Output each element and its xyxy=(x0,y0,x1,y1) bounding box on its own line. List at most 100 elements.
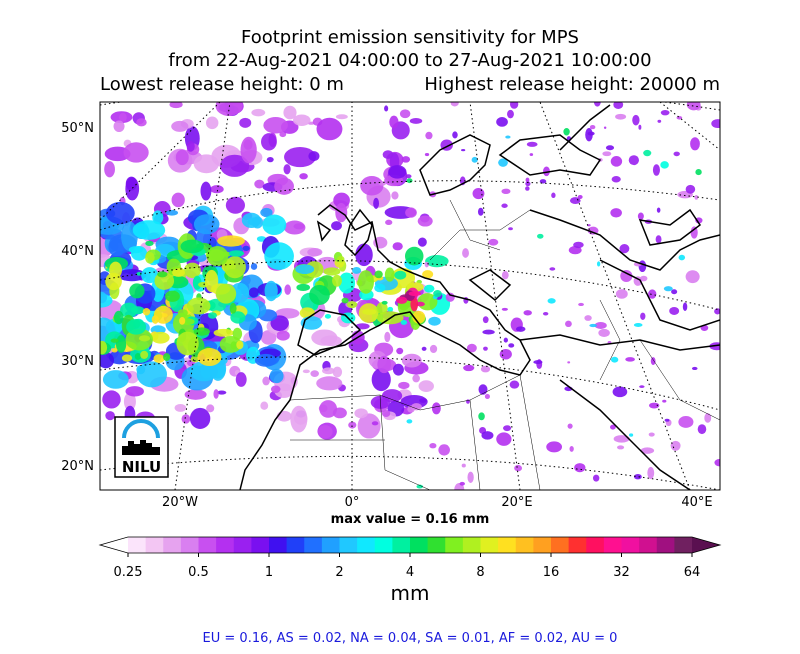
field-blob xyxy=(120,302,138,318)
field-blob xyxy=(384,331,391,343)
field-blob xyxy=(371,368,391,392)
field-blob xyxy=(264,242,294,270)
field-blob xyxy=(472,187,485,200)
colorbar-segment xyxy=(498,537,517,553)
field-blob xyxy=(152,210,164,225)
field-blob xyxy=(660,109,670,116)
field-blob xyxy=(412,374,420,383)
field-blob xyxy=(205,116,219,130)
field-blob xyxy=(100,291,107,304)
field-blob xyxy=(509,102,519,109)
field-blob xyxy=(399,109,411,119)
field-blob xyxy=(284,284,292,295)
field-blob xyxy=(697,424,707,435)
field-blob xyxy=(526,141,538,147)
field-blob xyxy=(525,181,531,187)
field-blob xyxy=(388,165,407,179)
field-blob xyxy=(136,272,142,276)
field-blob xyxy=(360,175,384,196)
field-blob xyxy=(337,255,345,263)
field-blob xyxy=(525,177,530,183)
field-blob xyxy=(381,300,388,305)
colorbar-segment xyxy=(128,537,147,553)
field-blob xyxy=(462,248,469,258)
field-blob xyxy=(671,289,678,295)
colorbar-tick-label: 1 xyxy=(265,565,273,580)
field-blob xyxy=(515,326,526,332)
field-blob xyxy=(501,188,511,195)
field-blob xyxy=(463,364,475,372)
field-blob xyxy=(619,243,630,254)
field-blob xyxy=(578,302,584,307)
field-blob xyxy=(121,354,133,362)
field-blob xyxy=(261,133,277,151)
field-blob xyxy=(404,246,424,266)
field-blob xyxy=(633,474,642,480)
lat-label: 20°N xyxy=(61,459,94,474)
field-blob xyxy=(248,287,259,298)
field-blob xyxy=(374,283,386,293)
field-blob xyxy=(565,320,572,328)
field-blob xyxy=(171,120,189,132)
field-blob xyxy=(206,404,215,413)
field-blob xyxy=(694,195,699,200)
field-blob xyxy=(169,102,183,109)
field-blob xyxy=(610,208,622,218)
field-blob xyxy=(317,425,333,439)
field-blob xyxy=(589,323,597,328)
field-blob xyxy=(673,151,680,157)
field-blob xyxy=(307,247,323,257)
field-blob xyxy=(433,290,442,298)
field-blob xyxy=(421,346,427,351)
field-blob xyxy=(376,302,388,315)
field-blob xyxy=(215,283,237,304)
field-blob xyxy=(374,270,383,279)
field-blob xyxy=(333,192,350,209)
field-blob xyxy=(145,251,155,264)
field-blob xyxy=(637,212,644,220)
colorbar-segment xyxy=(621,537,640,553)
field-blob xyxy=(592,474,600,482)
colorbar-segment xyxy=(568,537,587,553)
field-blob xyxy=(466,343,477,353)
field-blob xyxy=(445,292,455,302)
field-blob xyxy=(596,261,601,267)
field-blob xyxy=(574,463,586,473)
field-blob xyxy=(378,181,387,186)
sensitivity-field xyxy=(100,102,720,490)
colorbar-segment xyxy=(410,537,429,553)
field-blob xyxy=(186,297,211,315)
colorbar-segment xyxy=(480,537,499,553)
field-blob xyxy=(503,425,512,432)
field-blob xyxy=(355,243,373,267)
field-blob xyxy=(215,102,243,116)
field-blob xyxy=(639,385,645,389)
field-blob xyxy=(416,484,424,489)
footer: EU = 0.16, AS = 0.02, NA = 0.04, SA = 0.… xyxy=(203,631,618,646)
colorbar-segment xyxy=(639,537,658,553)
field-blob xyxy=(563,127,570,136)
colorbar-segment xyxy=(603,537,622,553)
field-blob xyxy=(483,346,488,351)
field-blob xyxy=(262,376,270,386)
field-blob xyxy=(377,355,392,374)
logo-text: NILU xyxy=(122,458,161,476)
field-blob xyxy=(704,413,712,423)
field-blob xyxy=(452,131,458,139)
field-blob xyxy=(620,270,633,282)
field-blob xyxy=(507,109,514,119)
field-blob xyxy=(633,323,643,327)
field-blob xyxy=(392,363,404,376)
field-blob xyxy=(269,368,284,384)
field-blob xyxy=(424,152,430,157)
field-blob xyxy=(251,108,266,117)
field-blob xyxy=(523,310,532,316)
field-blob xyxy=(250,263,258,270)
field-blob xyxy=(266,156,274,163)
field-blob xyxy=(357,270,374,294)
colorbar-segment xyxy=(339,537,358,553)
field-blob xyxy=(496,432,512,446)
field-blob xyxy=(429,442,437,449)
field-blob xyxy=(664,418,670,422)
field-blob xyxy=(615,113,627,120)
